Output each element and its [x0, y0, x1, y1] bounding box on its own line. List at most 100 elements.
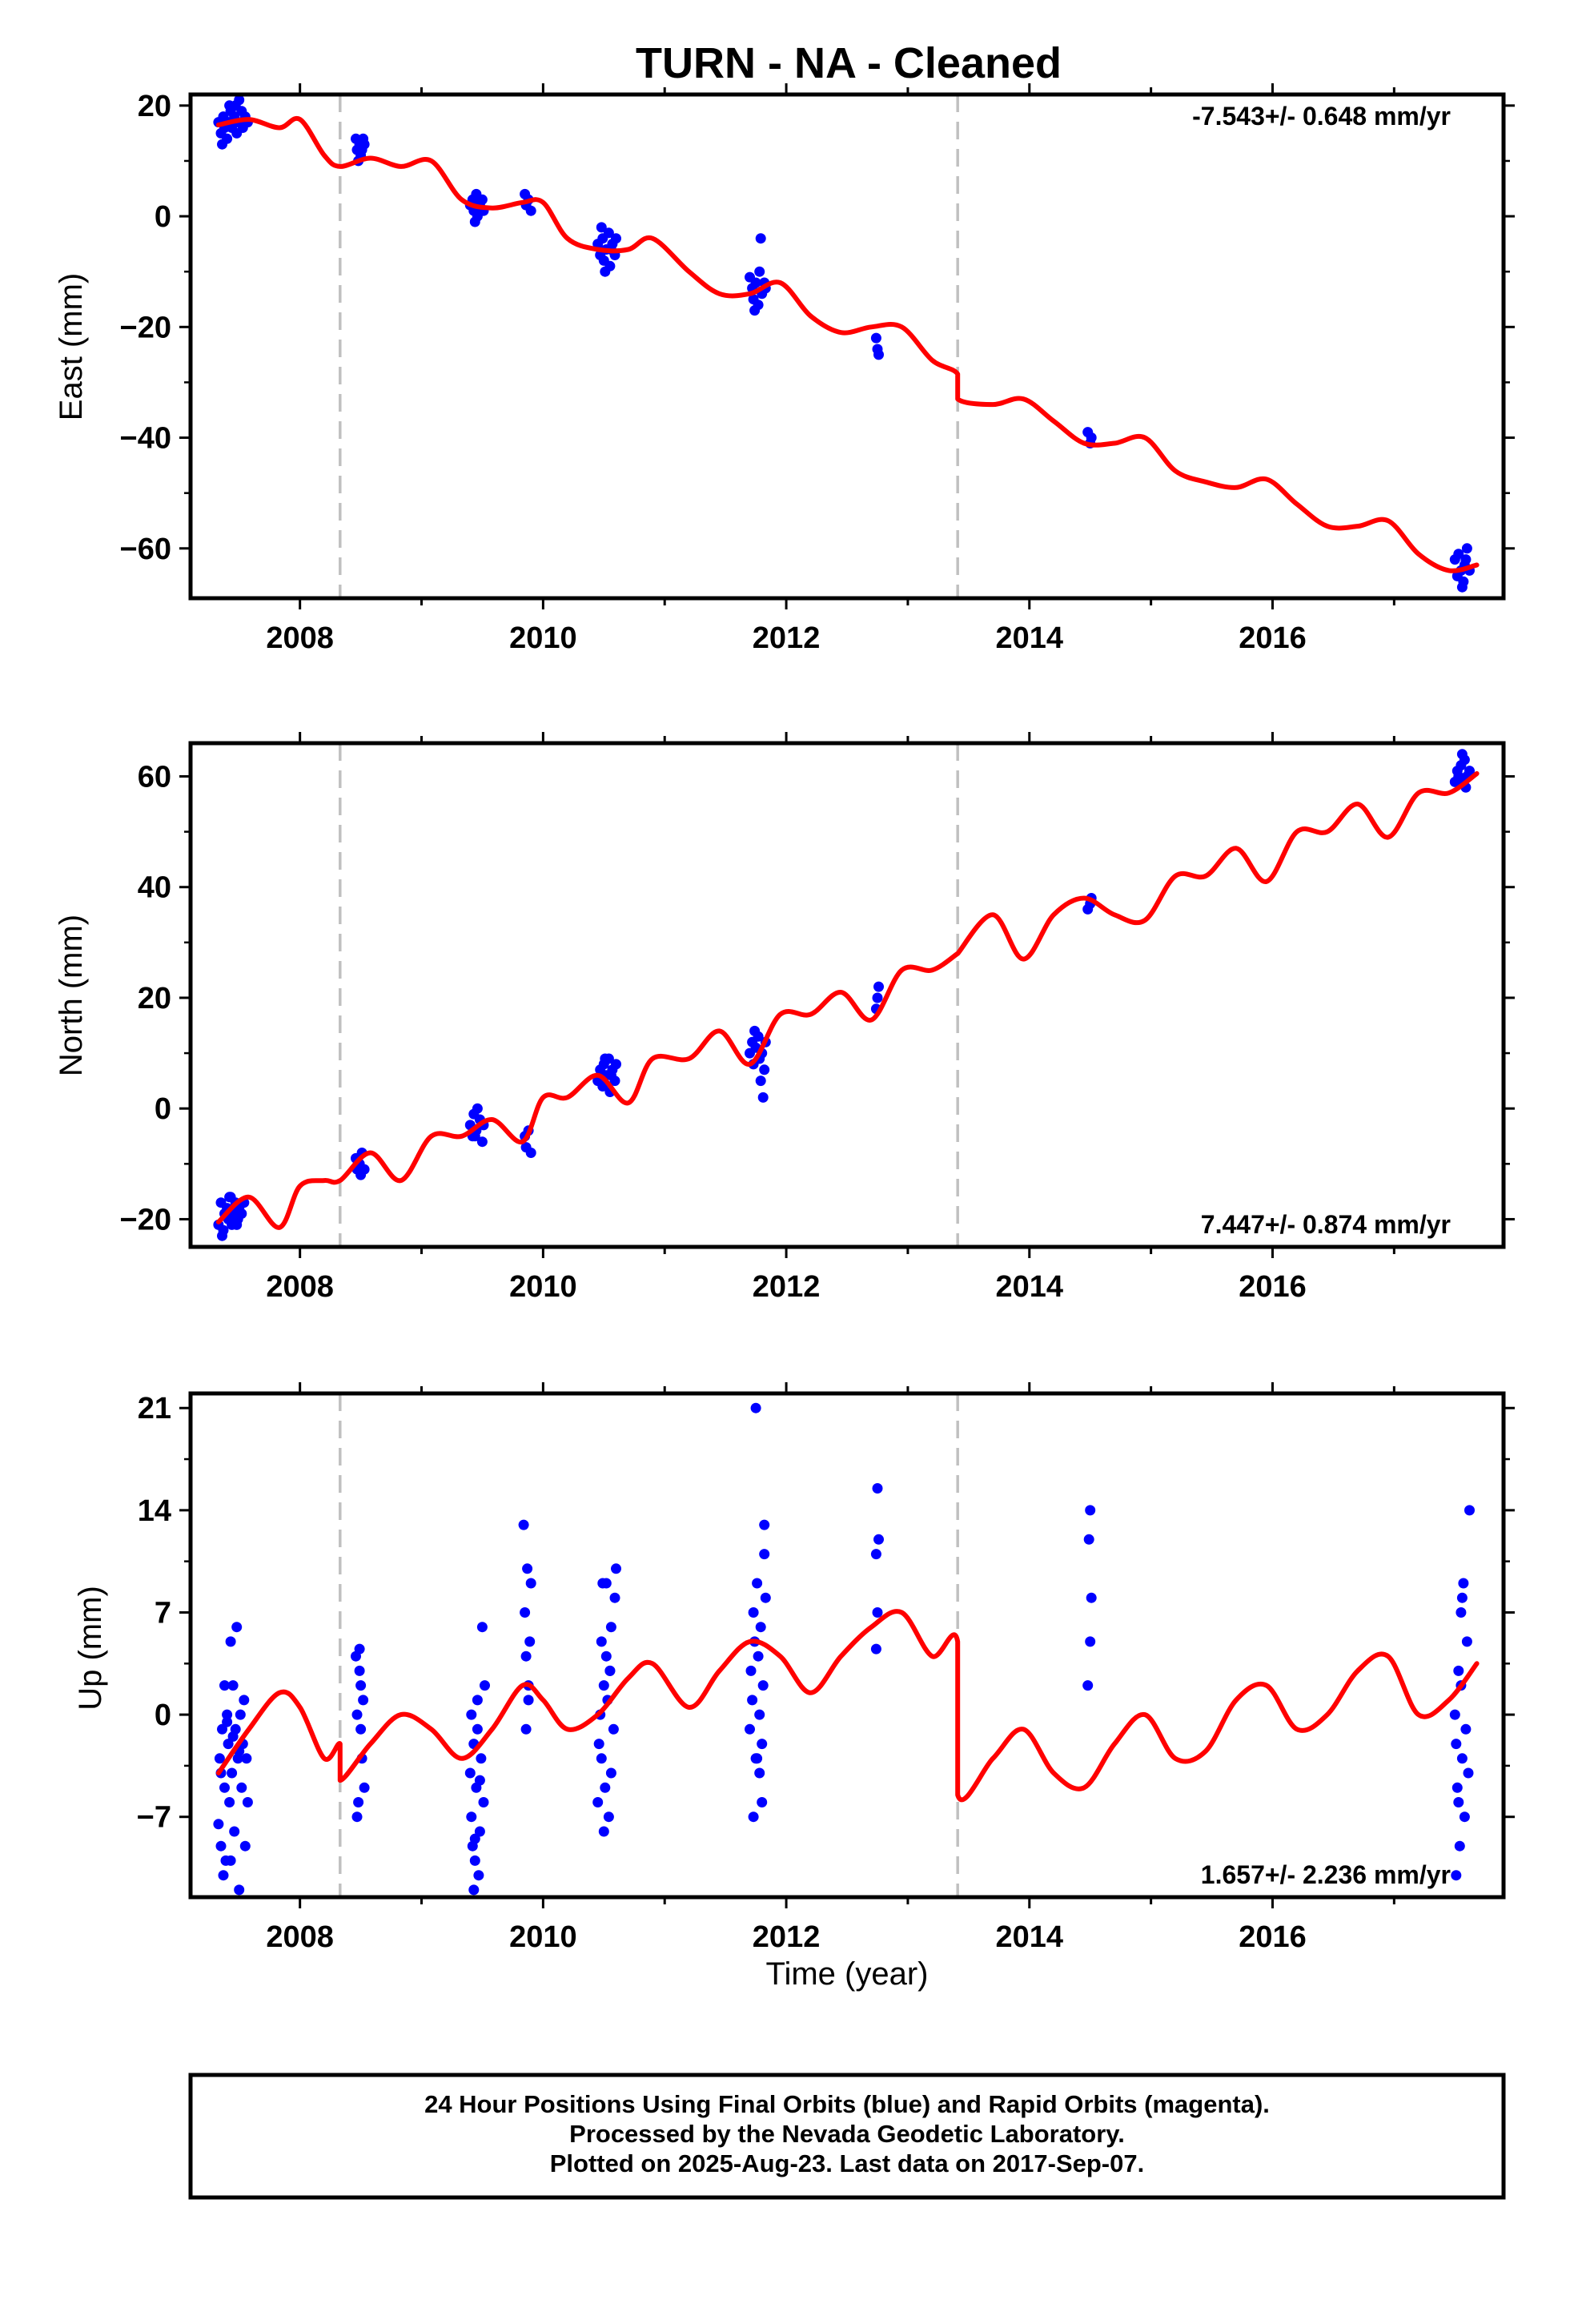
north-y-tick-label: 20	[138, 982, 171, 1015]
up-data-point	[870, 1643, 881, 1655]
north-velocity-label: 7.447+/- 0.874 mm/yr	[1201, 1210, 1451, 1239]
north-data-point	[757, 1092, 769, 1103]
up-data-point	[474, 1826, 485, 1837]
up-data-point	[600, 1578, 612, 1589]
up-data-point	[476, 1753, 487, 1764]
up-data-point	[351, 1709, 363, 1720]
east-data-point	[358, 133, 369, 144]
north-data-point	[1464, 766, 1475, 777]
north-data-point	[605, 1070, 616, 1081]
east-data-point	[754, 266, 765, 277]
up-data-point	[227, 1767, 238, 1779]
up-y-tick-label: 7	[155, 1596, 171, 1630]
up-x-tick-label: 2010	[509, 1920, 577, 1954]
up-data-point	[609, 1592, 620, 1603]
up-data-point	[1456, 1592, 1468, 1603]
up-data-point	[752, 1753, 763, 1764]
up-data-point	[1083, 1534, 1094, 1545]
up-frame	[188, 1391, 1506, 1900]
up-data-point	[469, 1833, 480, 1844]
east-y-tick-label: −60	[120, 533, 171, 566]
up-data-point	[239, 1695, 250, 1706]
north-data-point	[476, 1136, 488, 1148]
up-data-point	[600, 1782, 611, 1793]
east-data-point	[224, 100, 235, 111]
up-data-point	[1451, 1739, 1462, 1750]
up-data-point	[473, 1870, 484, 1881]
north-data-point	[236, 1208, 247, 1219]
footer-box: 24 Hour Positions Using Final Orbits (bl…	[188, 2073, 1506, 2200]
north-x-tick-label: 2010	[509, 1270, 577, 1304]
up-data-point	[466, 1709, 477, 1720]
up-data-point	[468, 1884, 480, 1896]
up-data-point	[219, 1782, 230, 1793]
east-data-point	[596, 222, 607, 233]
north-y-axis-label: North (mm)	[54, 915, 89, 1076]
north-frame	[188, 741, 1506, 1249]
north-data-point	[224, 1192, 235, 1203]
north-data-point	[472, 1103, 483, 1114]
up-data-point	[760, 1592, 771, 1603]
up-data-point	[748, 1811, 759, 1823]
up-data-point	[239, 1840, 251, 1852]
up-data-point	[469, 1855, 480, 1866]
up-data-point	[750, 1402, 761, 1413]
up-data-point	[1464, 1505, 1475, 1516]
up-data-point	[355, 1680, 367, 1691]
up-data-point	[351, 1811, 363, 1823]
east-panel: 2008 2010 2012 2014 2016 −60 −40 −20 0 20 East (mm…	[54, 83, 1515, 655]
up-y-tick-label: −7	[137, 1801, 171, 1835]
east-data-point	[755, 233, 766, 244]
up-data-point	[225, 1636, 236, 1647]
north-data-point	[759, 1064, 770, 1076]
up-data-point	[1453, 1797, 1464, 1807]
north-x-tick-label: 2016	[1239, 1270, 1307, 1304]
east-data-point	[231, 127, 243, 139]
up-data-point	[215, 1840, 227, 1852]
up-data-point	[752, 1578, 763, 1589]
east-data-point	[469, 216, 480, 227]
up-x-tick-label: 2014	[996, 1920, 1064, 1954]
east-data-point	[1461, 543, 1472, 554]
up-data-point	[1086, 1592, 1097, 1603]
footer-line-2: Processed by the Nevada Geodetic Laborat…	[569, 2120, 1125, 2148]
north-x-tick-label: 2008	[266, 1270, 334, 1304]
up-data-point	[1082, 1680, 1094, 1691]
up-data-point	[224, 1797, 235, 1807]
up-data-point	[745, 1723, 755, 1735]
up-data-point	[605, 1622, 616, 1633]
east-x-tick-label: 2012	[753, 621, 821, 655]
east-x-tick-label: 2008	[266, 621, 334, 655]
up-data-point	[1456, 1753, 1468, 1764]
up-data-point	[872, 1483, 883, 1494]
up-data-point	[747, 1695, 758, 1706]
up-data-point	[1461, 1636, 1472, 1647]
up-data-point	[759, 1519, 770, 1530]
up-data-point	[870, 1549, 881, 1560]
up-data-point	[598, 1680, 609, 1691]
figure-title: TURN - NA - Cleaned	[636, 39, 1062, 87]
up-data-point	[353, 1797, 364, 1807]
up-data-point	[219, 1680, 230, 1691]
up-panel: 2008 2010 2012 2014 2016 −7 0 7 14 21 Up (mm) 1.657…	[73, 1382, 1515, 1992]
east-data-point	[1453, 549, 1464, 560]
up-data-point	[522, 1563, 533, 1574]
north-panel: 2008 2010 2012 2014 2016 −20 0 20 40 60 North (mm)…	[54, 732, 1515, 1304]
up-data-point	[520, 1607, 531, 1618]
x-axis-label: Time (year)	[766, 1956, 929, 1992]
up-data-point	[213, 1819, 224, 1830]
north-plot-area	[213, 743, 1480, 1247]
up-data-point	[603, 1811, 614, 1823]
footer-line-3: Plotted on 2025-Aug-23. Last data on 201…	[550, 2149, 1144, 2177]
north-y-tick-label: 0	[155, 1092, 171, 1126]
up-data-point	[1452, 1782, 1463, 1793]
north-data-point	[755, 1076, 766, 1087]
east-data-point	[1086, 432, 1097, 443]
footer-frame	[188, 2073, 1506, 2200]
up-data-point	[234, 1884, 245, 1896]
up-plot-area	[213, 1393, 1480, 1897]
east-data-point	[603, 227, 614, 239]
up-data-point	[222, 1716, 233, 1727]
east-data-point	[600, 266, 611, 277]
up-data-point	[472, 1723, 483, 1735]
